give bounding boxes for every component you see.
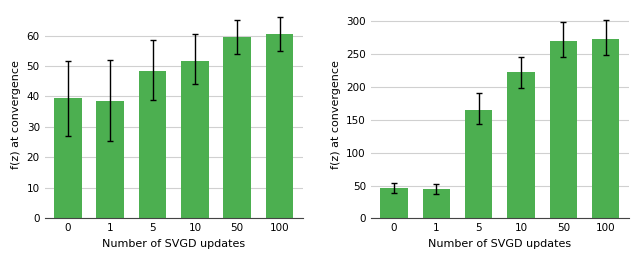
Y-axis label: f(z) at convergence: f(z) at convergence [11, 60, 21, 169]
Bar [550, 41, 577, 218]
Bar [422, 189, 450, 218]
Bar [592, 39, 620, 218]
Bar [97, 101, 124, 218]
Bar [266, 34, 293, 218]
Bar [380, 188, 408, 218]
Bar [508, 72, 535, 218]
X-axis label: Number of SVGD updates: Number of SVGD updates [102, 239, 245, 249]
Bar [54, 98, 82, 218]
Bar [465, 110, 492, 218]
Bar [181, 61, 209, 218]
X-axis label: Number of SVGD updates: Number of SVGD updates [428, 239, 572, 249]
Y-axis label: f(z) at convergence: f(z) at convergence [331, 60, 340, 169]
Bar [139, 70, 166, 218]
Bar [223, 37, 251, 218]
